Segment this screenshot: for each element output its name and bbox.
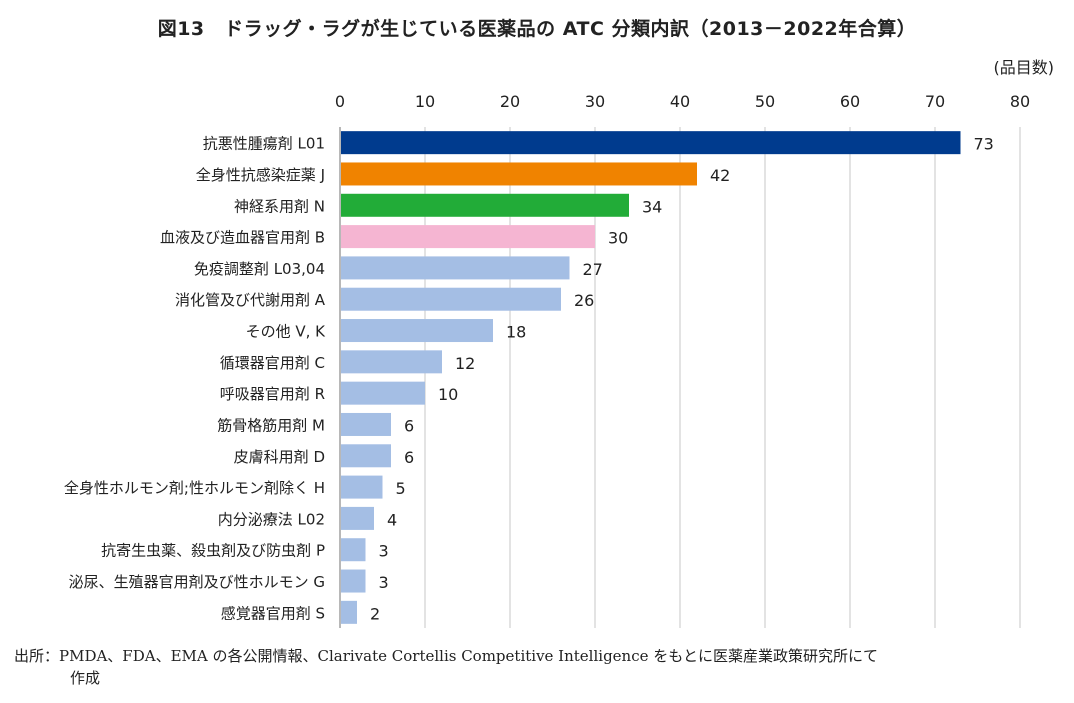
bar — [341, 319, 493, 343]
x-tick-label: 40 — [670, 92, 690, 111]
data-label: 2 — [370, 604, 380, 623]
data-label: 10 — [438, 385, 458, 404]
category-label: 皮膚科用剤 D — [234, 448, 325, 466]
bar — [341, 162, 697, 186]
x-tick-label: 20 — [500, 92, 520, 111]
bar — [341, 506, 374, 530]
bar — [341, 131, 961, 155]
data-label: 6 — [404, 448, 414, 467]
x-tick-label: 80 — [1010, 92, 1030, 111]
data-label: 42 — [710, 166, 730, 185]
category-label: 消化管及び代謝用剤 A — [175, 291, 326, 309]
bar — [341, 350, 442, 374]
category-label: 内分泌療法 L02 — [218, 510, 325, 528]
category-label: その他 V, K — [246, 323, 327, 341]
bar — [341, 256, 570, 280]
data-label: 12 — [455, 354, 475, 373]
bar — [341, 538, 366, 562]
data-label: 4 — [387, 510, 397, 529]
data-label: 34 — [642, 197, 662, 216]
bar — [341, 412, 391, 436]
data-label: 30 — [608, 229, 628, 248]
bar — [341, 600, 357, 624]
data-label: 3 — [379, 573, 389, 592]
category-label: 循環器官用剤 C — [220, 354, 325, 372]
category-label: 筋骨格筋用剤 M — [217, 416, 325, 434]
x-tick-label: 30 — [585, 92, 605, 111]
data-label: 18 — [506, 323, 526, 342]
bar — [341, 475, 383, 499]
category-label: 免疫調整剤 L03,04 — [194, 260, 325, 278]
x-tick-label: 50 — [755, 92, 775, 111]
x-tick-label: 0 — [335, 92, 345, 111]
x-tick-label: 10 — [415, 92, 435, 111]
x-tick-label: 70 — [925, 92, 945, 111]
x-tick-label: 60 — [840, 92, 860, 111]
category-label: 呼吸器官用剤 R — [220, 385, 325, 403]
source-line-1: 出所：PMDA、FDA、EMA の各公開情報、Clarivate Cortell… — [14, 647, 878, 665]
category-label: 泌尿、生殖器官用剤及び性ホルモン G — [69, 573, 325, 591]
source-note: 出所：PMDA、FDA、EMA の各公開情報、Clarivate Cortell… — [14, 645, 878, 689]
data-label: 73 — [974, 135, 994, 154]
category-label: 全身性ホルモン剤;性ホルモン剤除く H — [64, 479, 325, 497]
category-label: 血液及び造血器官用剤 B — [160, 229, 325, 247]
data-label: 3 — [379, 542, 389, 561]
bar — [341, 193, 629, 217]
chart-title: 図13 ドラッグ・ラグが生じている医薬品の ATC 分類内訳（2013－2022… — [157, 18, 917, 40]
source-line-2: 作成 — [70, 669, 101, 687]
bar — [341, 287, 561, 311]
category-label: 抗寄生虫薬、殺虫剤及び防虫剤 P — [101, 542, 325, 560]
data-label: 6 — [404, 416, 414, 435]
bar — [341, 569, 366, 593]
category-label: 全身性抗感染症薬 J — [196, 166, 325, 184]
data-label: 27 — [583, 260, 603, 279]
bar — [341, 444, 391, 468]
data-label: 26 — [574, 291, 594, 310]
unit-label: (品目数) — [993, 58, 1055, 77]
category-label: 感覚器官用剤 S — [221, 604, 325, 622]
data-label: 5 — [396, 479, 406, 498]
bar — [341, 225, 595, 249]
bar — [341, 381, 425, 405]
category-label: 神経系用剤 N — [234, 197, 325, 215]
category-label: 抗悪性腫瘍剤 L01 — [203, 135, 325, 153]
